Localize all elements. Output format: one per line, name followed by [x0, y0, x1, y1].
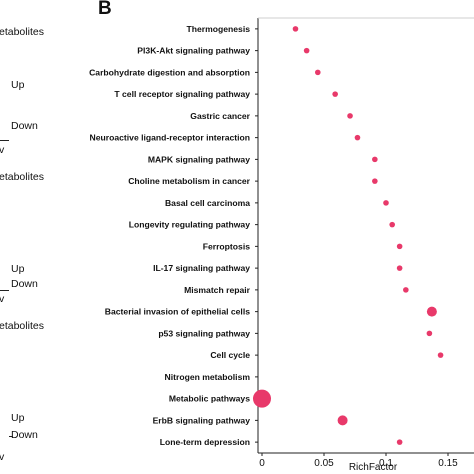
- data-point: [372, 178, 378, 184]
- y-tick-label: Gastric cancer: [190, 111, 250, 121]
- legend-line-1: [0, 140, 9, 141]
- y-tick-label: Metabolic pathways: [169, 394, 250, 404]
- down-label-1: Down: [11, 120, 38, 132]
- data-point: [354, 134, 361, 141]
- x-axis: 0 0.05 0.1 0.15: [259, 453, 458, 469]
- y-tick-label: Nitrogen metabolism: [165, 372, 251, 382]
- data-point: [292, 26, 299, 32]
- data-point: [396, 265, 403, 271]
- up-label-3: Up: [11, 412, 25, 424]
- data-point: [389, 221, 396, 228]
- metabolites-heading-1: etabolites: [0, 26, 44, 38]
- legend-line-3: [9, 436, 13, 437]
- up-label-1: Up: [11, 79, 25, 91]
- y-tick-label: Basal cell carcinoma: [165, 198, 250, 208]
- x-tick-label: 0.1: [379, 458, 393, 469]
- metabolites-heading-3: etabolites: [0, 320, 44, 332]
- data-point: [396, 439, 403, 445]
- y-tick-label: ErbB signaling pathway: [153, 415, 251, 425]
- y-tick-label: Lone-term depression: [160, 437, 250, 447]
- y-tick-label: Mismatch repair: [184, 285, 251, 295]
- data-point: [372, 156, 378, 163]
- data-point: [315, 69, 321, 76]
- y-tick-label: PI3K-Akt signaling pathway: [137, 46, 250, 56]
- left-panel-strip: etabolites Up Down v etabolites Up Down …: [0, 0, 95, 474]
- y-tick-label: Neuroactive ligand-receptor interaction: [90, 133, 250, 143]
- data-point: [383, 200, 389, 206]
- y-tick-label: Carbohydrate digestion and absorption: [89, 67, 250, 77]
- metabolites-heading-2: etabolites: [0, 171, 44, 183]
- data-point: [337, 415, 348, 426]
- down-label-2: Down: [11, 278, 38, 290]
- y-tick-label: Choline metabolism in cancer: [128, 176, 250, 186]
- up-label-2: Up: [11, 263, 25, 275]
- v-label-2: v: [0, 293, 5, 305]
- panel-label: B: [98, 0, 112, 19]
- y-axis: Thermogenesis PI3K-Akt signaling pathway C…: [89, 24, 258, 447]
- data-points: [253, 26, 444, 445]
- data-point: [396, 243, 403, 250]
- data-point: [426, 306, 437, 317]
- v-label-1: v: [0, 144, 5, 156]
- y-tick-label: p53 signaling pathway: [158, 328, 250, 338]
- y-tick-label: Bacterial invasion of epithelial cells: [105, 307, 250, 317]
- data-point: [253, 389, 271, 408]
- y-tick-label: T cell receptor signaling pathway: [114, 89, 250, 99]
- data-point: [426, 330, 433, 337]
- legend-line-2: [0, 290, 9, 291]
- data-point: [437, 352, 444, 358]
- data-point: [403, 287, 409, 293]
- data-point: [347, 113, 353, 119]
- data-point: [303, 47, 310, 54]
- x-axis-label: RichFactor: [349, 462, 398, 473]
- x-tick-label: 0.15: [438, 458, 458, 469]
- y-tick-label: Cell cycle: [210, 350, 250, 360]
- x-tick-label: 0.05: [314, 458, 334, 469]
- data-point: [332, 91, 338, 97]
- y-tick-label: MAPK signaling pathway: [148, 154, 250, 164]
- down-label-3: Down: [11, 429, 38, 441]
- x-tick-label: 0: [259, 458, 265, 469]
- plot-frame: [257, 17, 474, 454]
- y-tick-label: Thermogenesis: [186, 24, 250, 34]
- y-tick-label: Ferroptosis: [203, 241, 250, 251]
- v-label-3: v: [0, 451, 5, 463]
- y-tick-label: IL-17 signaling pathway: [153, 263, 250, 273]
- y-tick-label: Longevity regulating pathway: [129, 220, 251, 230]
